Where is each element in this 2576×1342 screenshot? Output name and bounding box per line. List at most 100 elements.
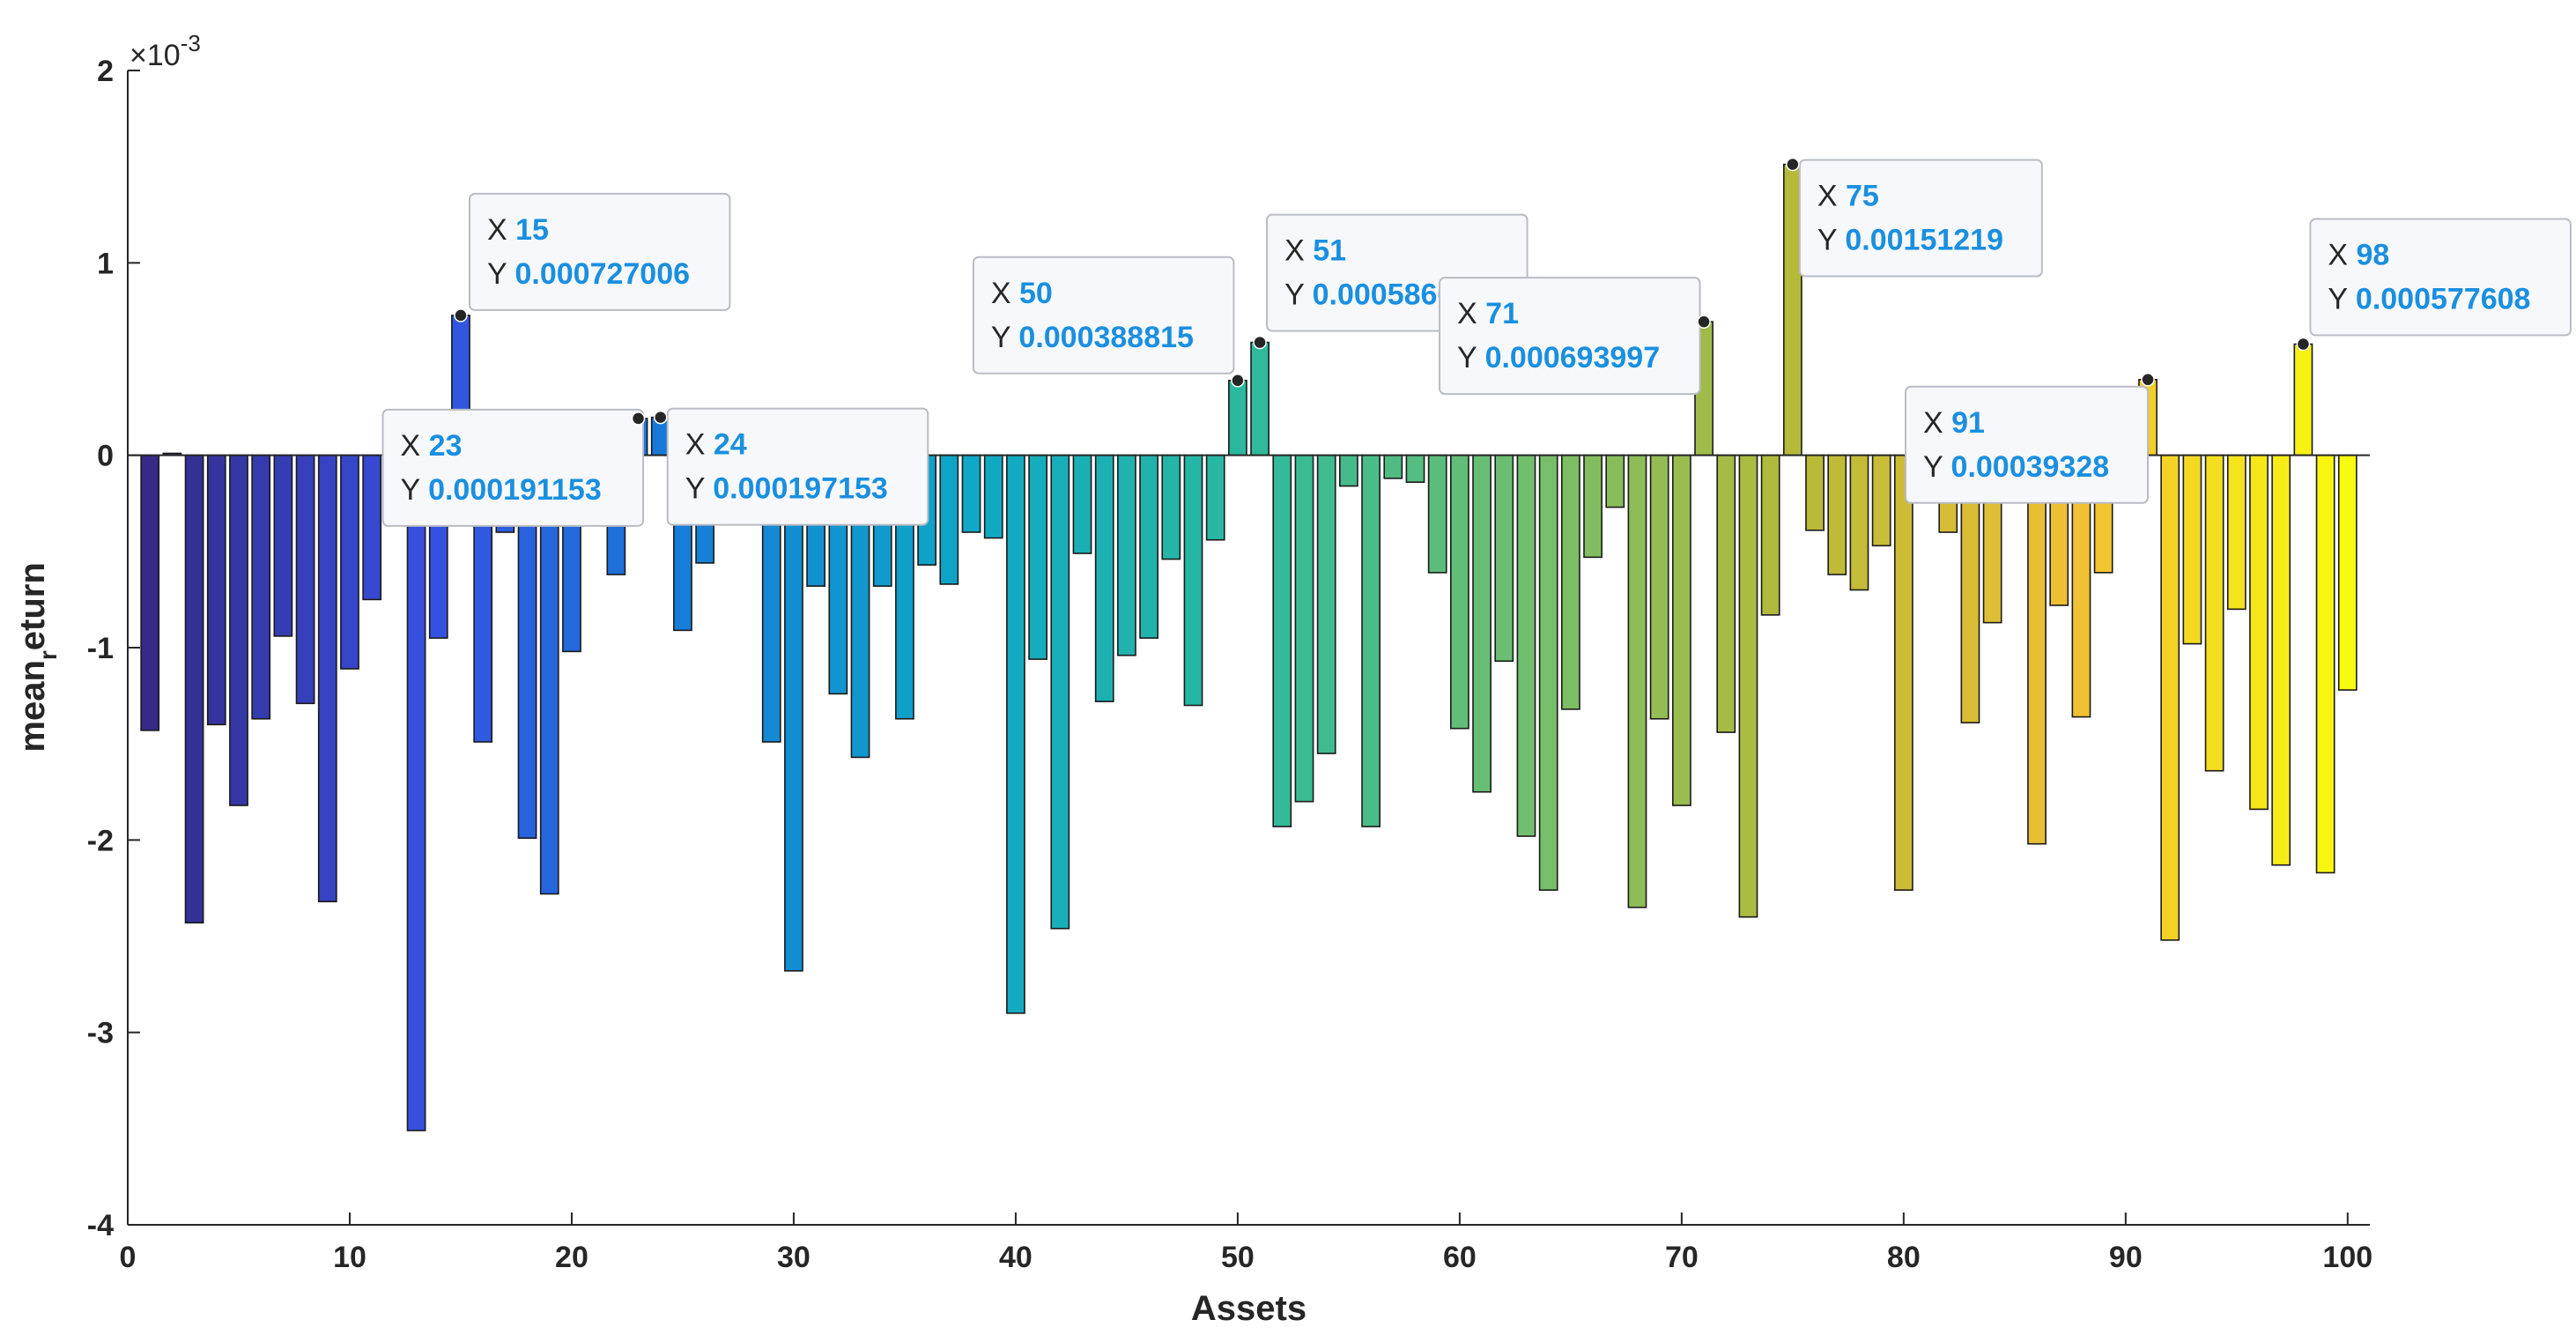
bar-asset-46[interactable] — [1139, 454, 1158, 639]
datatip-marker — [631, 411, 646, 426]
bar-asset-70[interactable] — [1671, 454, 1691, 806]
bar-asset-51[interactable] — [1250, 341, 1269, 456]
y-tick-label: -3 — [87, 1017, 114, 1050]
bar-asset-40[interactable] — [1006, 454, 1025, 1014]
bar-asset-45[interactable] — [1117, 454, 1136, 656]
x-tick-label: 100 — [2322, 1241, 2372, 1274]
x-tick-label: 90 — [2109, 1241, 2143, 1274]
bar-asset-68[interactable] — [1627, 454, 1647, 908]
bar-asset-77[interactable] — [1827, 454, 1847, 575]
datatip-marker — [454, 308, 468, 323]
datatip-91[interactable]: X 91 Y 0.00039328 — [1905, 373, 2155, 504]
y-tick-label: -2 — [87, 824, 114, 857]
bar-asset-58[interactable] — [1405, 454, 1425, 484]
bar-asset-66[interactable] — [1583, 454, 1603, 559]
datatip-24[interactable]: X 24 Y 0.000197153 — [654, 407, 929, 526]
bar-asset-49[interactable] — [1205, 454, 1225, 541]
bar-asset-78[interactable] — [1849, 454, 1869, 591]
datatip-box — [1439, 277, 1701, 396]
bar-asset-79[interactable] — [1871, 454, 1891, 547]
bar-asset-61[interactable] — [1472, 454, 1492, 793]
datatip-x-row: X 51 — [1284, 234, 1346, 268]
bar-asset-5[interactable] — [229, 454, 248, 806]
bar-asset-94[interactable] — [2204, 454, 2224, 772]
bar-asset-6[interactable] — [251, 454, 271, 720]
datatip-71[interactable]: X 71 Y 0.000693997 — [1439, 277, 1711, 396]
bar-asset-11[interactable] — [362, 454, 382, 601]
bar-asset-39[interactable] — [983, 454, 1003, 539]
datatip-box — [1905, 385, 2150, 504]
bar-asset-10[interactable] — [340, 454, 359, 670]
datatip-x-row: X 91 — [1923, 406, 1985, 440]
datatip-marker — [1253, 335, 1267, 350]
bar-asset-55[interactable] — [1339, 454, 1358, 487]
bar-asset-1[interactable] — [140, 454, 160, 731]
bar-asset-52[interactable] — [1272, 454, 1292, 827]
bar-asset-72[interactable] — [1716, 454, 1736, 733]
bar-asset-64[interactable] — [1538, 454, 1558, 891]
bar-asset-37[interactable] — [939, 454, 959, 585]
datatip-x-row: X 71 — [1457, 297, 1519, 330]
bar-asset-8[interactable] — [295, 454, 315, 705]
bar-asset-100[interactable] — [2337, 454, 2358, 691]
bar-asset-42[interactable] — [1050, 454, 1070, 930]
y-axis-exponent: ×10-3 — [130, 30, 201, 72]
bar-asset-13[interactable] — [406, 454, 426, 1131]
bar-asset-48[interactable] — [1183, 454, 1203, 707]
bar-asset-9[interactable] — [317, 454, 337, 903]
bar-asset-99[interactable] — [2315, 454, 2335, 874]
bar-asset-96[interactable] — [2249, 454, 2269, 811]
bar-asset-56[interactable] — [1361, 454, 1381, 827]
x-tick-label: 30 — [777, 1241, 811, 1274]
x-tick-label: 70 — [1665, 1241, 1699, 1274]
bar-asset-93[interactable] — [2182, 454, 2202, 645]
datatip-98[interactable]: X 98 Y 0.000577608 — [2296, 218, 2572, 352]
datatip-box — [468, 192, 731, 311]
bar-asset-86[interactable] — [2027, 454, 2047, 845]
y-tick-label: 1 — [97, 247, 114, 280]
bar-asset-41[interactable] — [1028, 454, 1047, 660]
bar-asset-4[interactable] — [206, 454, 226, 726]
bar-asset-80[interactable] — [1893, 454, 1913, 891]
y-tick-label: 2 — [97, 55, 114, 88]
bar-asset-97[interactable] — [2271, 454, 2291, 866]
bar-asset-60[interactable] — [1450, 454, 1469, 730]
bar-asset-38[interactable] — [961, 454, 981, 533]
y-tick-label: 0 — [97, 440, 114, 473]
datatip-marker — [2296, 337, 2311, 352]
bar-asset-92[interactable] — [2160, 454, 2180, 941]
bar-asset-30[interactable] — [784, 454, 803, 972]
bar-asset-98[interactable] — [2293, 343, 2313, 456]
bar-asset-3[interactable] — [184, 454, 204, 924]
bar-asset-76[interactable] — [1805, 454, 1825, 531]
bar-asset-69[interactable] — [1649, 454, 1669, 720]
datatip-y-row: Y 0.000727006 — [487, 257, 690, 291]
bar-asset-62[interactable] — [1494, 454, 1514, 663]
datatip-y-row: Y 0.000191153 — [401, 473, 602, 507]
bar-asset-74[interactable] — [1760, 454, 1780, 616]
bar-asset-47[interactable] — [1161, 454, 1181, 560]
bar-asset-53[interactable] — [1294, 454, 1314, 803]
datatip-box — [2309, 218, 2572, 337]
bar-asset-59[interactable] — [1427, 454, 1447, 574]
bar-asset-65[interactable] — [1560, 454, 1580, 710]
bar-asset-44[interactable] — [1094, 454, 1114, 702]
svg-text:meanreturn: meanreturn — [13, 562, 62, 752]
bar-asset-63[interactable] — [1516, 454, 1536, 837]
bar-asset-7[interactable] — [273, 454, 293, 637]
bar-asset-67[interactable] — [1605, 454, 1625, 508]
datatip-50[interactable]: X 50 Y 0.000388815 — [972, 256, 1245, 388]
y-axis-label-subscript: r — [34, 650, 62, 660]
bar-asset-50[interactable] — [1228, 379, 1247, 456]
x-tick-label: 10 — [333, 1241, 366, 1274]
bar-asset-54[interactable] — [1316, 454, 1336, 754]
datatip-23[interactable]: X 23 Y 0.000191153 — [381, 408, 646, 527]
datatip-15[interactable]: X 15 Y 0.000727006 — [454, 192, 731, 323]
bar-asset-95[interactable] — [2226, 454, 2247, 611]
bar-asset-43[interactable] — [1072, 454, 1092, 554]
bar-asset-57[interactable] — [1383, 454, 1403, 479]
bar-asset-73[interactable] — [1738, 454, 1758, 918]
x-tick-label: 0 — [120, 1241, 137, 1274]
datatip-75[interactable]: X 75 Y 0.00151219 — [1786, 157, 2043, 278]
